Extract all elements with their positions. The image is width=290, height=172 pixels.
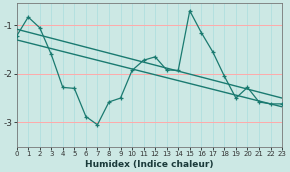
X-axis label: Humidex (Indice chaleur): Humidex (Indice chaleur) [85, 159, 214, 169]
